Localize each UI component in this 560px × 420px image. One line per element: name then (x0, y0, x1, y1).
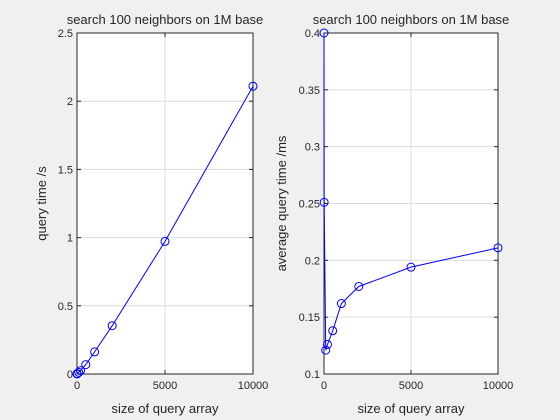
data-point-right (354, 281, 364, 291)
ticks-left: 0 5000 10000 0 0.5 1 1.5 2 2.5 (58, 28, 269, 392)
data-point-left (74, 367, 84, 377)
data-point-right (319, 28, 329, 38)
y-axis-label-left: query time /s (34, 166, 49, 241)
y-tick-label-right: 0.1 (305, 369, 320, 381)
subplot-left: 0 5000 10000 0 0.5 1 1.5 2 2.5 search 100 neighb… (34, 12, 268, 416)
data-point-left (76, 366, 86, 376)
data-point-left (248, 81, 258, 91)
x-tick-label-left: 10000 (238, 380, 269, 392)
x-axis-label-left: size of query array (112, 401, 219, 416)
data-point-left (160, 236, 170, 246)
data-point-right (322, 339, 332, 349)
y-tick-label-right: 0.25 (299, 199, 320, 211)
data-point-right (319, 197, 329, 207)
x-tick-label-right: 0 (321, 380, 327, 392)
chart-title-right: search 100 neighbors on 1M base (313, 12, 510, 27)
data-point-left (72, 369, 82, 379)
data-point-right (336, 299, 346, 309)
y-tick-label-right: 0.35 (299, 85, 320, 97)
y-tick-label-right: 0.4 (305, 28, 320, 40)
data-point-right (328, 326, 338, 336)
y-tick-label-left: 1 (67, 233, 73, 245)
x-axis-label-right: size of query array (358, 401, 465, 416)
data-point-right (493, 243, 503, 253)
y-tick-label-right: 0.15 (299, 312, 320, 324)
y-axis-label-right: average query time /ms (274, 135, 289, 271)
data-point-left (107, 321, 117, 331)
x-tick-label-right: 10000 (483, 380, 514, 392)
y-tick-label-left: 2 (67, 96, 73, 108)
series-left (72, 81, 258, 379)
ticks-right: 0 5000 10000 0.1 0.15 0.2 0.25 0.3 0.35 0.4 (299, 28, 514, 392)
data-point-right (321, 345, 331, 355)
subplot-right: 0 5000 10000 0.1 0.15 0.2 0.25 0.3 0.35 0.4 searc… (274, 12, 513, 416)
y-tick-label-left: 0.5 (58, 301, 73, 313)
data-point-right (406, 262, 416, 272)
x-tick-label-right: 5000 (399, 380, 423, 392)
series-line-right (323, 32, 499, 351)
chart-title-left: search 100 neighbors on 1M base (67, 12, 264, 27)
y-tick-label-left: 2.5 (58, 28, 73, 40)
y-tick-label-right: 0.2 (305, 255, 320, 267)
y-tick-label-left: 0 (67, 369, 73, 381)
data-point-left (81, 360, 91, 370)
series-right (319, 28, 503, 355)
y-tick-label-left: 1.5 (58, 164, 73, 176)
x-tick-label-left: 0 (74, 380, 80, 392)
x-tick-label-left: 5000 (153, 380, 177, 392)
data-point-left (90, 347, 100, 357)
y-tick-label-right: 0.3 (305, 142, 320, 154)
